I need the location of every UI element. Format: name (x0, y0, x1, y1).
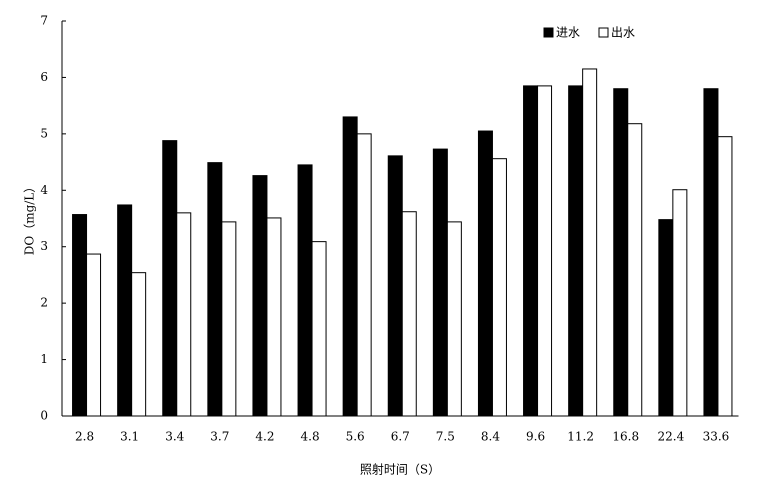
x-tick-label: 16.8 (612, 430, 639, 444)
bar (568, 85, 584, 417)
bar (432, 148, 448, 417)
x-axis-label: 照射时间（S） (360, 462, 440, 477)
x-tick-label: 6.7 (391, 430, 410, 444)
legend-swatch (543, 27, 554, 38)
bar (86, 253, 102, 417)
bar (582, 68, 598, 417)
x-tick-label: 7.5 (436, 430, 455, 444)
x-tick-label: 33.6 (703, 430, 730, 444)
x-tick-label: 3.7 (210, 430, 229, 444)
y-tick-label: 2 (40, 296, 48, 310)
bar (477, 130, 493, 417)
y-tick-label: 7 (40, 14, 48, 28)
bar (537, 85, 553, 417)
x-tick-label: 3.4 (165, 430, 184, 444)
bar (117, 204, 133, 417)
legend-swatch (598, 27, 609, 38)
y-tick-label: 3 (40, 239, 48, 253)
bar (658, 219, 674, 417)
x-tick-label: 9.6 (526, 430, 545, 444)
y-tick-label: 1 (40, 352, 48, 366)
bar (221, 221, 237, 417)
y-tick-label: 0 (40, 409, 48, 423)
bar (672, 189, 688, 417)
bar (356, 133, 372, 417)
bar (311, 241, 327, 417)
bar (446, 221, 462, 417)
x-tick-label: 4.8 (301, 430, 320, 444)
y-tick-label: 6 (40, 70, 48, 84)
x-tick-label: 3.1 (120, 430, 139, 444)
bar (401, 211, 417, 417)
bar (131, 272, 147, 417)
x-tick-label: 11.2 (567, 430, 594, 444)
bar (703, 88, 719, 417)
bar (207, 162, 223, 417)
bar (613, 88, 629, 417)
bar (176, 212, 192, 417)
bar (252, 175, 268, 417)
bar (627, 123, 643, 417)
x-tick-label: 5.6 (346, 430, 365, 444)
bar (491, 158, 507, 417)
x-tick-label: 22.4 (657, 430, 684, 444)
x-tick-label: 4.2 (255, 430, 274, 444)
bar (162, 140, 178, 417)
bar (717, 136, 733, 417)
y-tick-label: 4 (40, 183, 48, 197)
bar (297, 164, 313, 417)
x-tick-label: 2.8 (75, 430, 94, 444)
legend-label: 进水 (556, 26, 580, 40)
legend-label: 出水 (611, 26, 635, 40)
bar (523, 85, 539, 417)
bar (387, 155, 403, 417)
x-tick-label: 8.4 (481, 430, 500, 444)
bar (342, 116, 358, 417)
y-tick-label: 5 (40, 126, 48, 140)
y-axis-label: DO（mg/L） (23, 181, 37, 256)
bar (266, 217, 282, 417)
bar (72, 214, 88, 417)
